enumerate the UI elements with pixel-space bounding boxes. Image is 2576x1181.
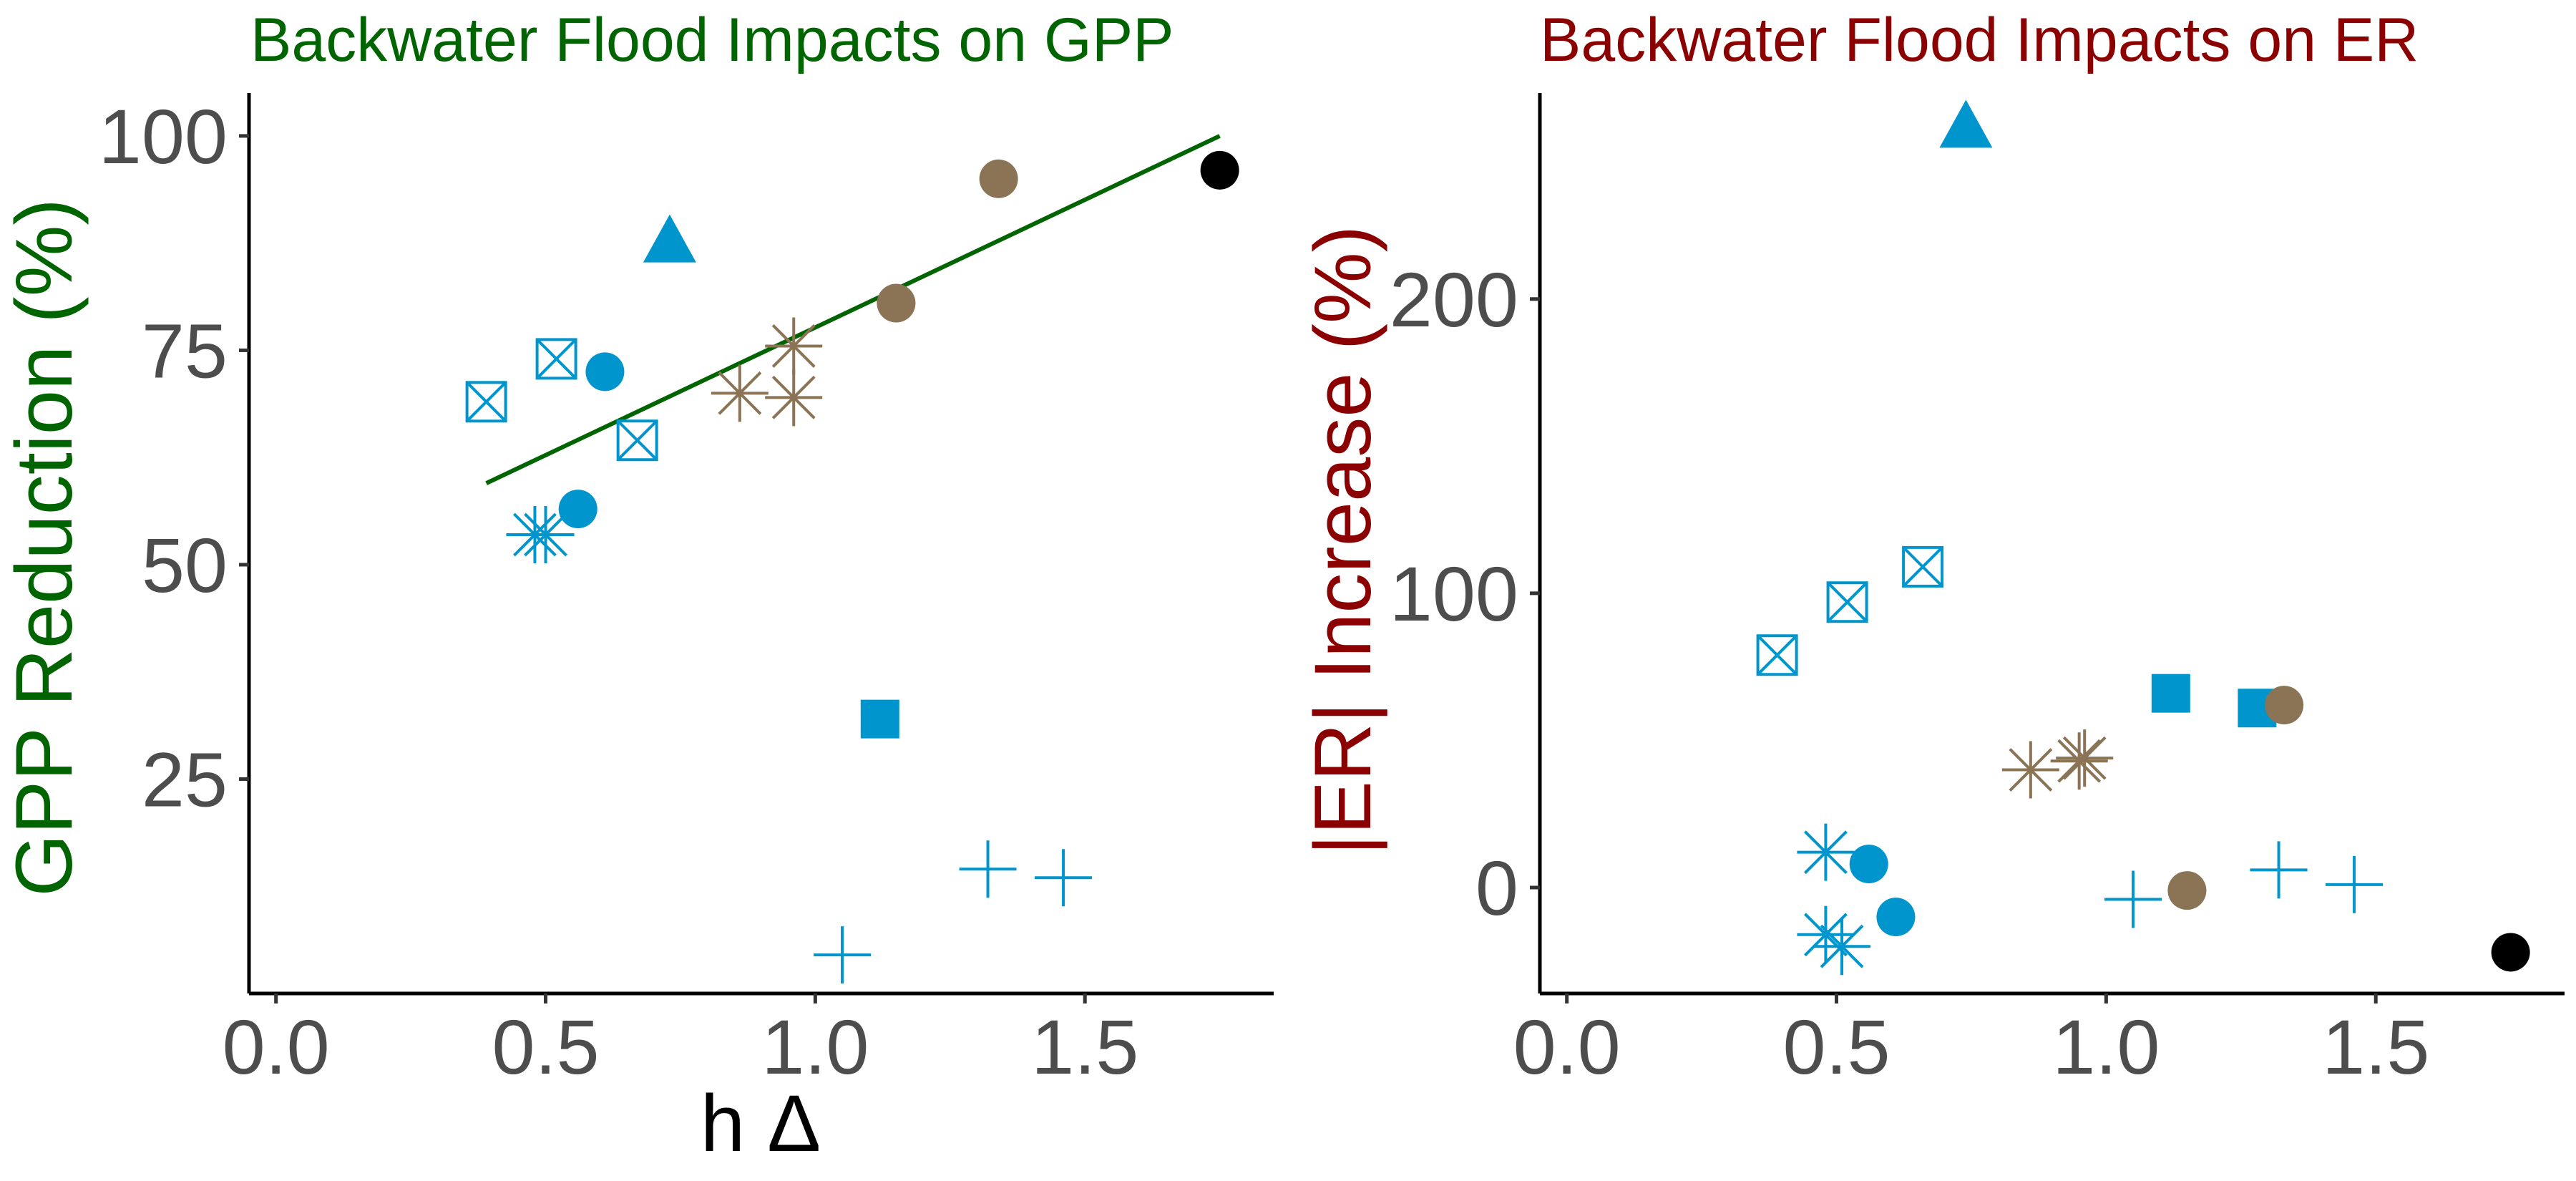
gpp-point-circle xyxy=(585,352,625,392)
gpp-y-tick-label: 25 xyxy=(142,736,228,822)
er-point-circle xyxy=(2167,871,2207,910)
gpp-point-asterisk xyxy=(765,369,823,427)
er-chart-title: Backwater Flood Impacts on ER xyxy=(1540,6,2419,74)
gpp-point-triangle xyxy=(643,214,696,263)
er-marks xyxy=(1756,99,2530,976)
er-x-tick-label: 1.0 xyxy=(2052,1003,2160,1090)
er-x-tick-label: 0.5 xyxy=(1782,1003,1890,1090)
gpp-point-asterisk xyxy=(711,364,769,422)
gpp-x-tick-label: 1.0 xyxy=(761,1003,869,1090)
gpp-point-circle xyxy=(558,490,597,529)
er-x-tick-label: 0.0 xyxy=(1513,1003,1621,1090)
gpp-fit-line xyxy=(485,134,1221,485)
gpp-x-axis-title: h Δ xyxy=(701,1079,821,1168)
er-point-boxx xyxy=(1826,581,1868,623)
er-y-tick-label: 0 xyxy=(1475,845,1518,931)
er-point-square xyxy=(2151,674,2190,713)
gpp-point-plus xyxy=(959,840,1017,898)
gpp-axes: 25 50 75 100 0.0 0.5 1.0 1.5 xyxy=(99,93,1274,1090)
gpp-point-asterisk xyxy=(517,506,575,564)
gpp-point-circle xyxy=(1200,150,1239,190)
gpp-point-boxx xyxy=(465,381,507,423)
er-point-circle xyxy=(1849,845,1888,884)
gpp-marks xyxy=(465,134,1239,984)
er-point-boxx xyxy=(1902,545,1944,588)
er-point-plus xyxy=(2104,870,2162,928)
gpp-point-circle xyxy=(979,159,1018,198)
gpp-point-circle xyxy=(877,283,916,323)
er-point-circle xyxy=(1876,898,1916,937)
gpp-point-boxx xyxy=(535,338,577,380)
er-point-asterisk xyxy=(2056,729,2114,787)
gpp-point-asterisk xyxy=(765,317,823,375)
gpp-x-tick-label: 0.0 xyxy=(223,1003,330,1090)
er-point-circle xyxy=(2265,686,2304,725)
gpp-point-square xyxy=(860,699,899,739)
er-point-boxx xyxy=(1756,634,1798,676)
gpp-x-tick-label: 0.5 xyxy=(492,1003,599,1090)
er-point-triangle xyxy=(1939,99,1993,148)
gpp-point-boxx xyxy=(616,419,658,462)
er-point-plus xyxy=(2326,855,2384,913)
er-panel: Backwater Flood Impacts on ER |ER| Incre… xyxy=(1298,6,2565,1090)
er-point-asterisk xyxy=(1797,823,1855,881)
er-y-axis-title: |ER| Increase (%) xyxy=(1298,225,1387,855)
gpp-x-tick-label: 1.5 xyxy=(1031,1003,1138,1090)
er-point-plus xyxy=(2250,841,2308,899)
gpp-y-tick-label: 75 xyxy=(142,307,228,394)
er-axes: 0 100 200 0.0 0.5 1.0 1.5 xyxy=(1390,93,2565,1090)
gpp-chart-title: Backwater Flood Impacts on GPP xyxy=(250,6,1174,74)
er-point-asterisk xyxy=(2050,732,2108,790)
gpp-point-plus xyxy=(814,926,872,984)
er-point-asterisk xyxy=(1813,918,1871,976)
er-point-asterisk xyxy=(2001,741,2059,799)
gpp-y-tick-label: 50 xyxy=(142,522,228,608)
er-x-tick-label: 1.5 xyxy=(2322,1003,2429,1090)
gpp-panel: Backwater Flood Impacts on GPP GPP Reduc… xyxy=(0,6,1274,1168)
gpp-y-tick-label: 100 xyxy=(99,93,228,180)
er-y-tick-label: 100 xyxy=(1390,550,1518,637)
er-y-tick-label: 200 xyxy=(1390,256,1518,343)
er-point-asterisk xyxy=(1797,905,1855,963)
gpp-y-axis-title: GPP Reduction (%) xyxy=(0,198,89,896)
er-point-circle xyxy=(2491,933,2530,972)
gpp-point-plus xyxy=(1035,849,1093,907)
